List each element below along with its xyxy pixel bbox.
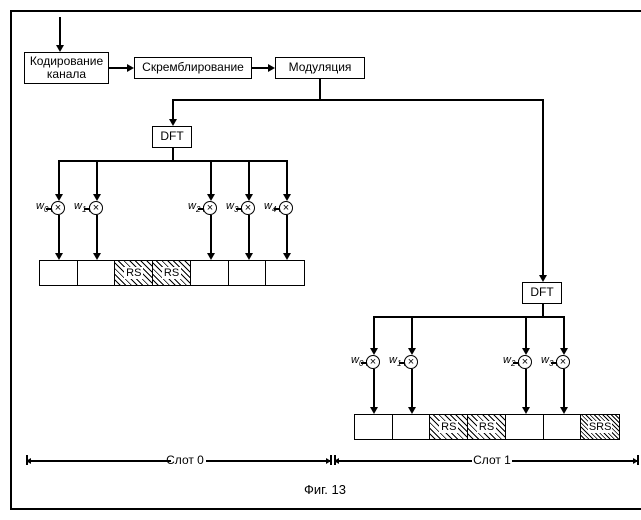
modulation-label: Модуляция xyxy=(289,61,352,74)
slot1-row: RS RS SRS xyxy=(354,414,620,440)
slot0-cell-6 xyxy=(266,261,304,285)
slot0-label: Слот 0 xyxy=(160,453,210,467)
slot0-cell-5 xyxy=(229,261,267,285)
block-coding: Кодирование канала xyxy=(24,52,109,84)
slot0-cell-0 xyxy=(40,261,78,285)
mult-1-0: × xyxy=(366,355,380,369)
mult-0-2: × xyxy=(203,201,217,215)
scrambling-label: Скремблирование xyxy=(142,61,244,74)
dft0-label: DFT xyxy=(160,130,183,143)
block-scrambling: Скремблирование xyxy=(134,57,252,79)
mult-1-3: × xyxy=(556,355,570,369)
slot0-cell-1 xyxy=(78,261,116,285)
mult-1-2: × xyxy=(518,355,532,369)
mult-0-3: × xyxy=(241,201,255,215)
slot1-cell-srs: SRS xyxy=(581,415,619,439)
slot0-cell-4 xyxy=(191,261,229,285)
slot1-cell-rs-1: RS xyxy=(468,415,506,439)
slot0-row: RS RS xyxy=(39,260,305,286)
mult-0-0: × xyxy=(51,201,65,215)
slot1-cell-1 xyxy=(393,415,431,439)
coding-label: Кодирование канала xyxy=(30,55,103,81)
slot1-cell-0 xyxy=(355,415,393,439)
slot1-cell-rs-0: RS xyxy=(430,415,468,439)
slot1-label: Слот 1 xyxy=(467,453,517,467)
block-dft-0: DFT xyxy=(152,126,192,148)
slot0-cell-rs-1: RS xyxy=(153,261,191,285)
block-dft-1: DFT xyxy=(522,282,562,304)
dft1-label: DFT xyxy=(530,286,553,299)
block-modulation: Модуляция xyxy=(275,57,365,79)
slot0-cell-rs-0: RS xyxy=(115,261,153,285)
slot1-cell-5 xyxy=(544,415,582,439)
slot1-cell-4 xyxy=(506,415,544,439)
mult-0-1: × xyxy=(89,201,103,215)
mult-0-4: × xyxy=(279,201,293,215)
figure-label: Фиг. 13 xyxy=(304,482,346,497)
mult-1-1: × xyxy=(404,355,418,369)
